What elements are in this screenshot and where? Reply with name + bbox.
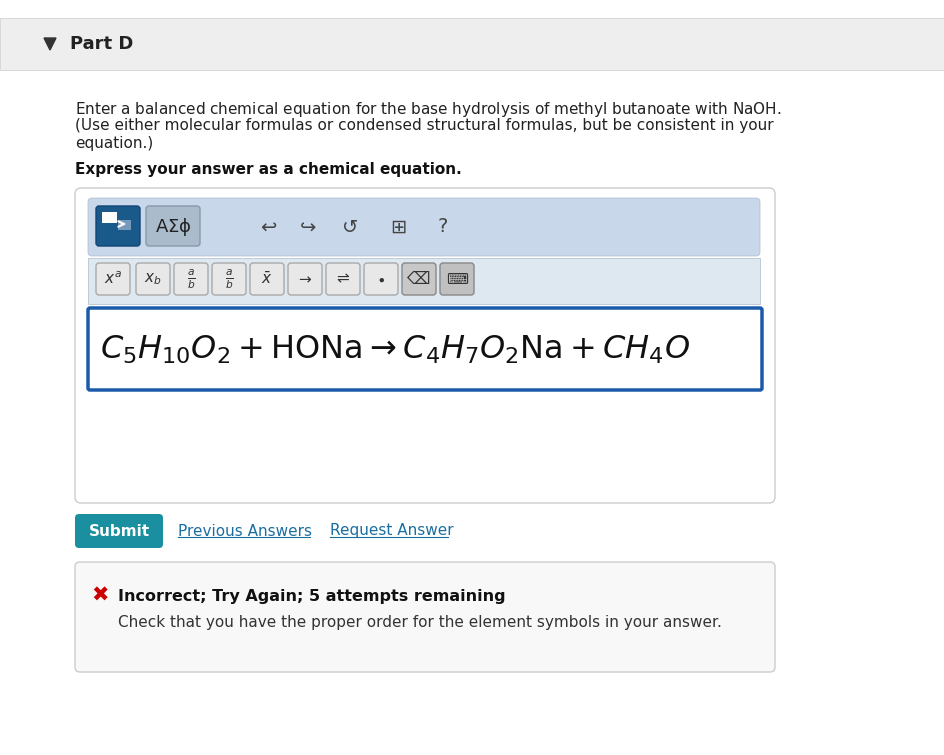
Text: $\mathrm{A\Sigma\phi}$: $\mathrm{A\Sigma\phi}$: [155, 216, 192, 238]
Text: Submit: Submit: [89, 523, 149, 538]
Text: Part D: Part D: [70, 35, 133, 53]
Text: $\rightarrow$: $\rightarrow$: [296, 272, 313, 286]
FancyBboxPatch shape: [146, 206, 200, 246]
Text: $x_b$: $x_b$: [144, 271, 161, 287]
FancyBboxPatch shape: [440, 263, 474, 295]
Text: $C_5H_{10}O_2 + \mathrm{HONa}{\rightarrow}C_4H_7O_2\mathrm{Na} + CH_4O$: $C_5H_{10}O_2 + \mathrm{HONa}{\rightarro…: [100, 334, 690, 366]
Text: Previous Answers: Previous Answers: [178, 523, 312, 538]
Text: $x^a$: $x^a$: [104, 271, 122, 288]
FancyBboxPatch shape: [250, 263, 284, 295]
Text: ✖: ✖: [92, 586, 109, 606]
Text: $\bar{x}$: $\bar{x}$: [261, 271, 273, 287]
Text: ↺: ↺: [342, 217, 358, 236]
FancyBboxPatch shape: [88, 198, 760, 256]
Text: Incorrect; Try Again; 5 attempts remaining: Incorrect; Try Again; 5 attempts remaini…: [118, 588, 506, 603]
Polygon shape: [44, 38, 56, 50]
Text: $\frac{a}{b}$: $\frac{a}{b}$: [187, 267, 195, 291]
FancyBboxPatch shape: [75, 514, 163, 548]
Text: Express your answer as a chemical equation.: Express your answer as a chemical equati…: [75, 162, 462, 177]
FancyBboxPatch shape: [96, 206, 140, 246]
Bar: [118, 220, 131, 230]
FancyBboxPatch shape: [96, 263, 130, 295]
Text: $\frac{a}{b}$: $\frac{a}{b}$: [225, 267, 233, 291]
Bar: [102, 212, 117, 223]
FancyBboxPatch shape: [136, 263, 170, 295]
Text: ⌫: ⌫: [407, 270, 430, 288]
FancyBboxPatch shape: [326, 263, 360, 295]
FancyBboxPatch shape: [402, 263, 436, 295]
Text: (Use either molecular formulas or condensed structural formulas, but be consiste: (Use either molecular formulas or conden…: [75, 118, 774, 133]
Text: ↪: ↪: [300, 217, 316, 236]
Text: ↩: ↩: [260, 217, 277, 236]
FancyBboxPatch shape: [88, 308, 762, 390]
FancyBboxPatch shape: [364, 263, 398, 295]
Text: Enter a balanced chemical equation for the base hydrolysis of methyl butanoate w: Enter a balanced chemical equation for t…: [75, 100, 782, 119]
Text: Request Answer: Request Answer: [330, 523, 454, 538]
Text: $\bullet$: $\bullet$: [377, 272, 385, 286]
Text: Check that you have the proper order for the element symbols in your answer.: Check that you have the proper order for…: [118, 615, 722, 630]
FancyBboxPatch shape: [174, 263, 208, 295]
FancyBboxPatch shape: [212, 263, 246, 295]
Text: equation.): equation.): [75, 136, 153, 151]
FancyBboxPatch shape: [75, 562, 775, 672]
Text: ⊞: ⊞: [390, 217, 406, 236]
Bar: [0, 18, 944, 70]
Text: ⌨: ⌨: [446, 272, 468, 286]
Text: ?: ?: [438, 217, 448, 236]
Bar: [88, 258, 760, 304]
Text: $\rightleftharpoons$: $\rightleftharpoons$: [334, 272, 351, 286]
FancyBboxPatch shape: [75, 188, 775, 503]
FancyBboxPatch shape: [288, 263, 322, 295]
